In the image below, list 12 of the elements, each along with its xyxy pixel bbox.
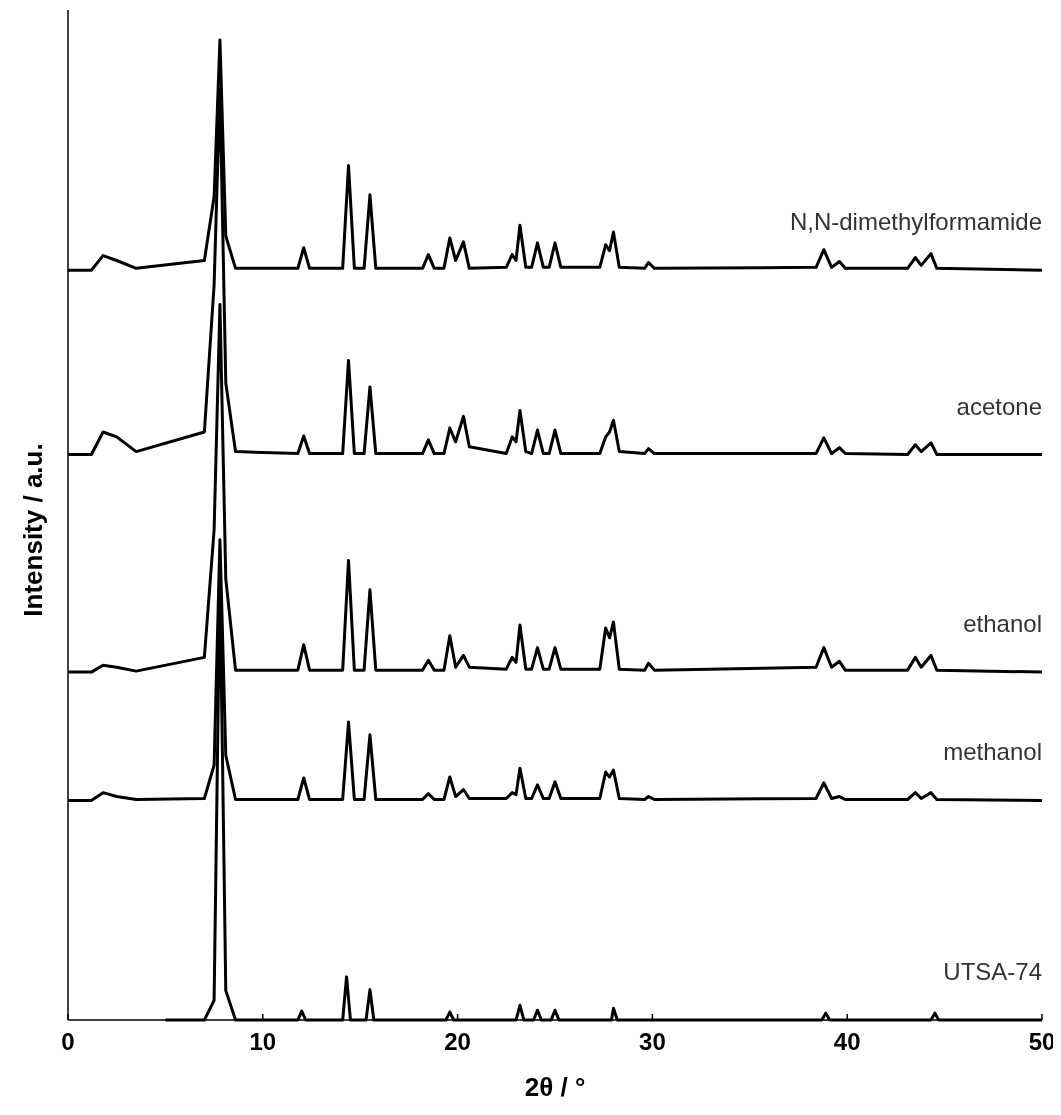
y-axis-title: Intensity / a.u. (18, 443, 48, 617)
x-tick-label: 40 (833, 1028, 861, 1055)
x-axis-title: 2θ / ° (524, 1072, 586, 1102)
x-tick-label: 20 (444, 1028, 471, 1055)
series-label: methanol (943, 738, 1042, 766)
series-label: ethanol (963, 610, 1042, 638)
x-tick-label: 10 (249, 1028, 277, 1055)
series-label: N,N-dimethylformamide (789, 208, 1042, 236)
series-label: UTSA-74 (943, 958, 1042, 985)
x-tick-label: 0 (61, 1028, 75, 1055)
series-label: acetone (956, 392, 1042, 420)
x-tick-label: 30 (639, 1028, 666, 1055)
